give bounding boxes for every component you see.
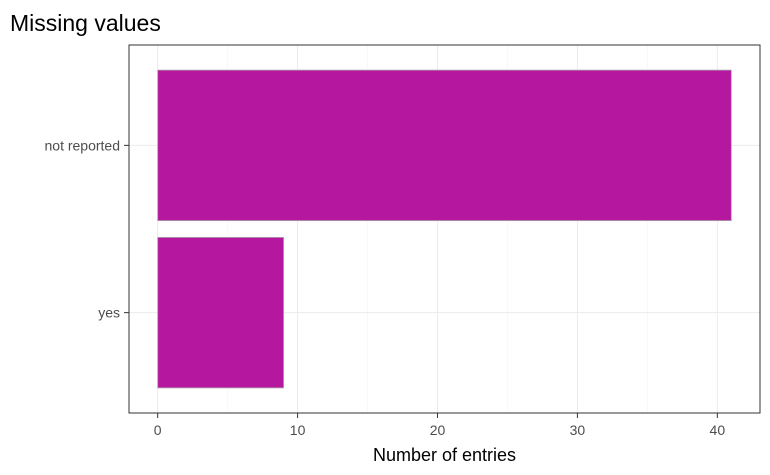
x-tick-label: 30 [570,422,586,438]
x-tick-label: 40 [710,422,726,438]
x-tick-label: 10 [290,422,306,438]
y-axis: not reported yes [45,137,129,321]
y-tick-label: not reported [45,137,121,153]
y-tick-label: yes [98,305,120,321]
x-tick-label: 20 [430,422,446,438]
x-tick-label: 0 [154,422,162,438]
bar-not-reported [157,69,732,222]
x-axis-title: Number of entries [373,445,516,465]
bar-yes [157,236,285,389]
bars [157,69,732,389]
x-axis: 0 10 20 30 40 [154,413,726,438]
plot-panel [128,44,761,414]
chart-title: Missing values [10,10,161,36]
